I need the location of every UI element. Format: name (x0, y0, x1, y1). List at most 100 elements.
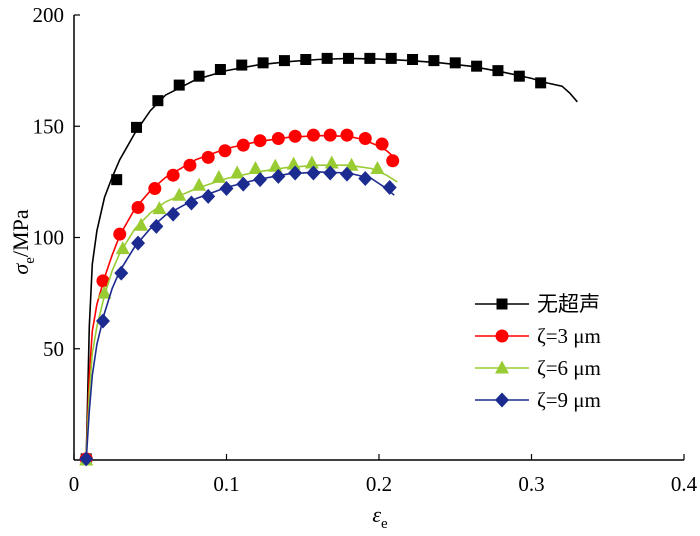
data-point (407, 54, 419, 65)
data-point (343, 52, 354, 64)
data-point (201, 188, 216, 204)
x-axis-ticks: 0 0.1 0.2 0.3 0.4 (69, 454, 698, 496)
data-point (257, 57, 269, 69)
data-point (375, 137, 389, 151)
legend-label: 无超声 (537, 292, 600, 316)
data-point (236, 59, 248, 71)
data-point (449, 57, 461, 69)
legend: 无超声 ζ=3 μm ζ=6 μm ζ=9 μm (475, 292, 601, 412)
legend-marker (495, 360, 509, 374)
data-point (173, 79, 185, 91)
legend-item: ζ=3 μm (475, 324, 601, 348)
y-axis-label: σe/MPa (8, 209, 38, 274)
data-point (183, 158, 197, 172)
x-tick-label: 0.1 (213, 472, 239, 496)
data-point (166, 206, 181, 222)
data-point (321, 52, 333, 64)
data-point (300, 54, 312, 65)
data-point (288, 129, 302, 143)
data-point (339, 166, 354, 182)
legend-label: ζ=9 μm (537, 388, 601, 412)
legend-marker (495, 392, 509, 408)
y-axis-label-unit: /MPa (8, 209, 33, 257)
data-point (131, 200, 145, 214)
data-point (230, 165, 245, 179)
data-point (344, 157, 359, 171)
data-point (172, 187, 187, 201)
data-point (214, 64, 226, 76)
data-point (152, 95, 164, 107)
data-point (364, 52, 376, 64)
data-point (114, 265, 129, 281)
data-point (131, 235, 146, 251)
data-point (193, 70, 205, 82)
legend-item: ζ=9 μm (475, 388, 601, 412)
data-point (324, 155, 339, 169)
y-axis-ticks: 50 100 150 200 (33, 3, 80, 361)
data-point (323, 165, 338, 181)
data-point (148, 182, 162, 196)
series-line (85, 171, 395, 461)
legend-label: ζ=6 μm (537, 356, 601, 380)
data-point (304, 155, 319, 169)
data-point (253, 134, 267, 148)
x-tick-label: 0 (69, 472, 80, 496)
data-point (248, 161, 263, 175)
data-point (340, 128, 354, 142)
data-point (134, 217, 149, 231)
data-point (358, 171, 373, 187)
x-axis-label: εe (372, 502, 388, 532)
x-tick-label: 0.2 (366, 472, 392, 496)
data-point (111, 174, 123, 186)
data-point (219, 181, 234, 197)
data-point (152, 201, 167, 215)
data-point (211, 169, 226, 183)
data-point (535, 77, 547, 89)
legend-marker (496, 298, 508, 310)
y-axis-label-subscript: e (22, 257, 38, 264)
y-tick-label: 150 (33, 114, 65, 138)
data-point (288, 165, 303, 181)
series-line (85, 57, 578, 461)
data-point (201, 150, 215, 164)
data-point (271, 131, 285, 145)
data-point (166, 168, 180, 182)
data-point (184, 195, 199, 211)
data-point (149, 218, 164, 234)
data-point (385, 52, 397, 64)
data-point (428, 55, 440, 67)
x-tick-label: 0.3 (518, 472, 544, 496)
data-point (278, 55, 290, 67)
data-point (471, 60, 483, 72)
data-point (115, 241, 130, 255)
series-3 (79, 155, 398, 466)
legend-item: 无超声 (475, 292, 600, 316)
data-point (271, 168, 286, 184)
data-point (306, 165, 321, 181)
data-point (382, 179, 397, 195)
data-point (113, 227, 127, 241)
data-point (358, 131, 372, 145)
data-point (236, 138, 250, 152)
data-point (492, 65, 504, 77)
plot-area: 0 0.1 0.2 0.3 0.4 50 100 150 200 (33, 3, 698, 496)
data-point (97, 285, 112, 299)
data-point (192, 177, 207, 191)
y-axis-label-symbol: σ (8, 263, 33, 275)
y-tick-label: 50 (43, 337, 64, 361)
data-point (323, 128, 337, 142)
data-point (306, 128, 320, 142)
data-point (96, 274, 110, 288)
legend-item: ζ=6 μm (475, 356, 601, 380)
data-point (370, 161, 385, 175)
y-tick-label: 200 (33, 3, 65, 27)
data-point (79, 451, 94, 467)
y-tick-label: 100 (33, 226, 65, 250)
data-point (131, 121, 143, 133)
x-axis-label-subscript: e (381, 516, 388, 532)
x-axis-label-symbol: ε (372, 502, 381, 527)
series-2 (79, 128, 400, 466)
data-point (95, 313, 110, 329)
data-point (218, 144, 232, 158)
